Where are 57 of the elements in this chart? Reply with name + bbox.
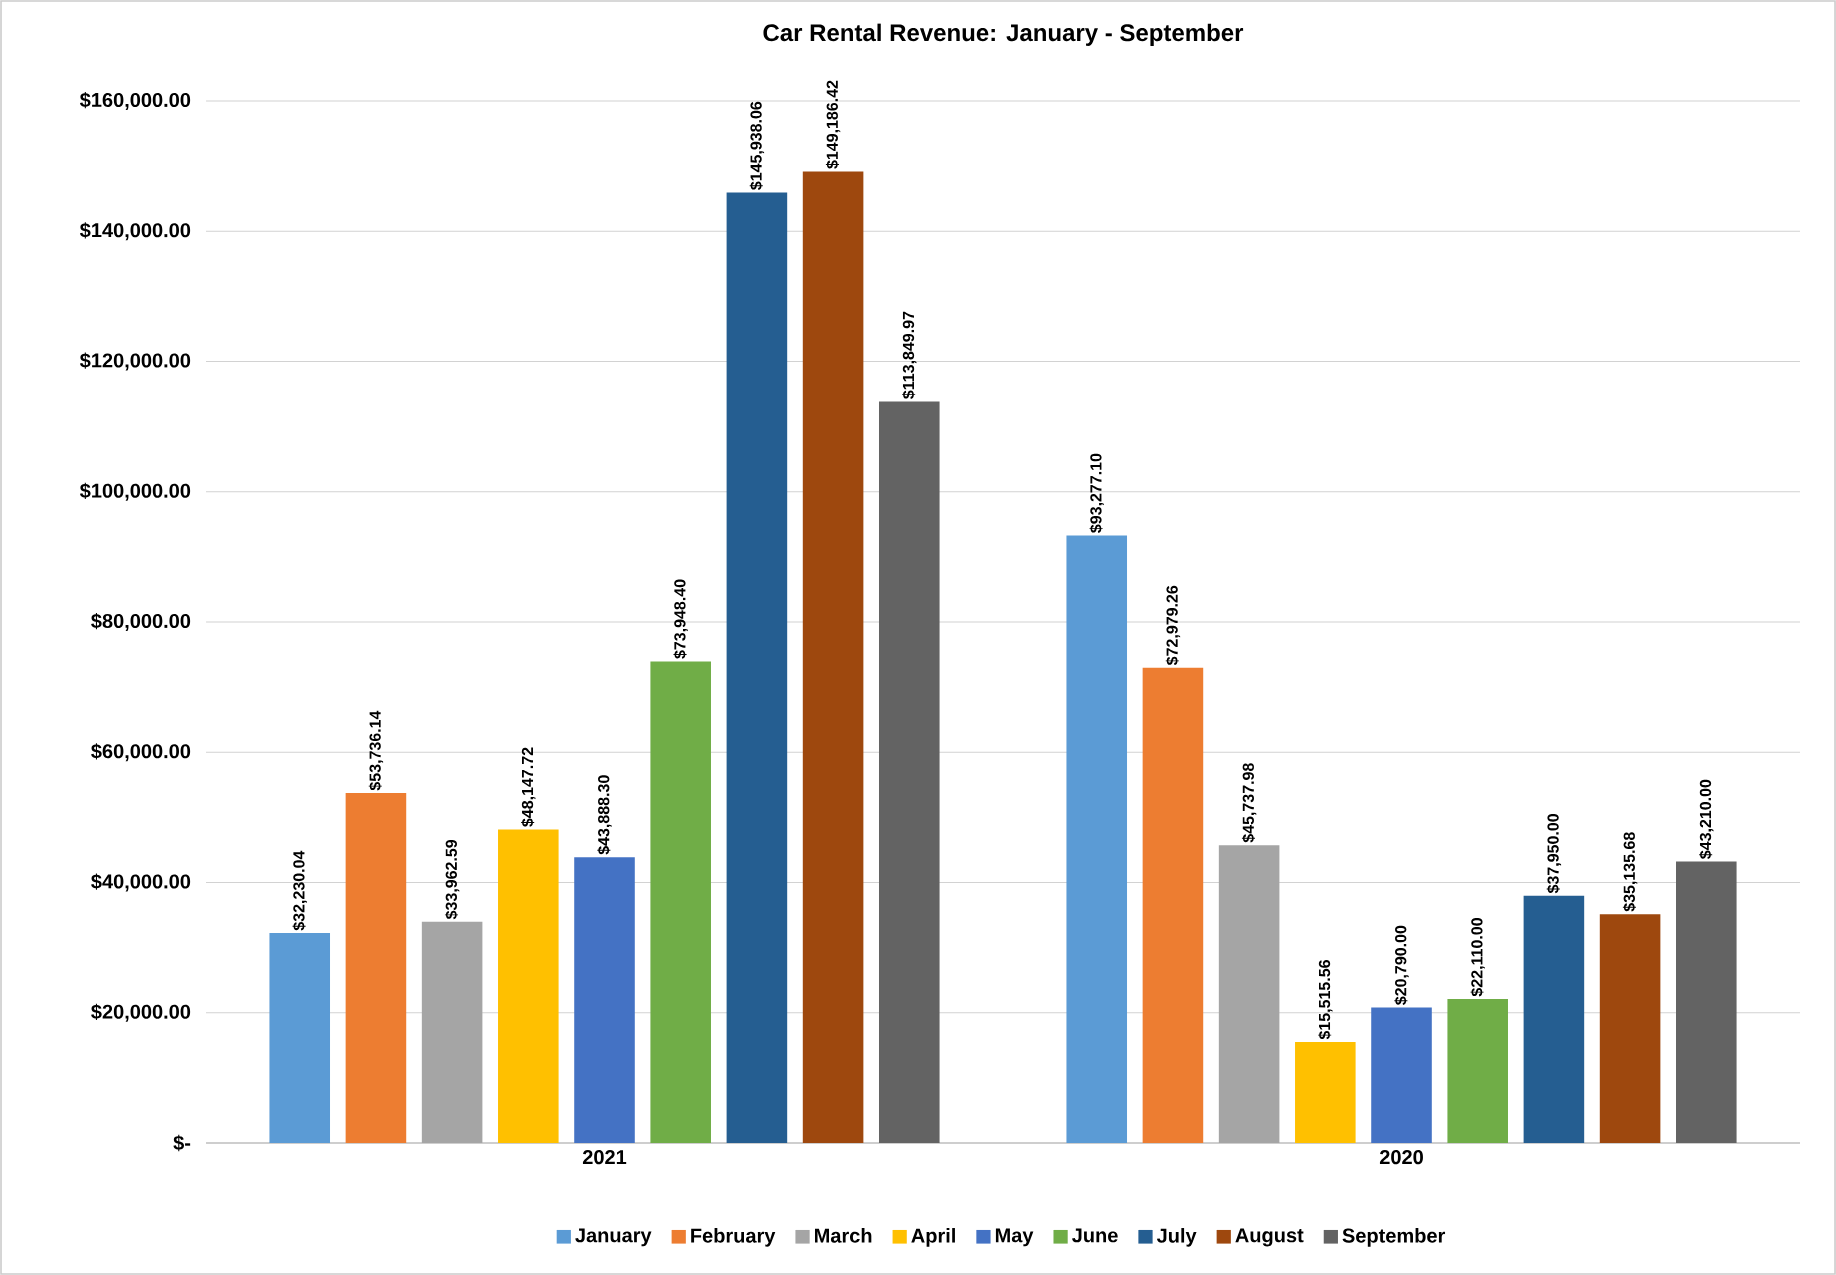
- data-label: $149,186.42: [825, 80, 841, 169]
- bar: [1676, 861, 1737, 1143]
- data-label: $22,110.00: [1470, 918, 1485, 997]
- bar: [1066, 535, 1128, 1143]
- legend-label: June: [1072, 1228, 1118, 1243]
- bar: [1371, 1007, 1432, 1143]
- bar: [1447, 999, 1508, 1143]
- y-tick-label: $60,000.00: [91, 743, 191, 762]
- data-label: $35,135.68: [1622, 832, 1638, 912]
- data-label: $43,888.30: [597, 775, 612, 855]
- bar: [1142, 667, 1204, 1143]
- bar: [726, 192, 788, 1143]
- data-label: $33,962.59: [444, 839, 460, 920]
- data-label: $37,950.00: [1546, 814, 1562, 894]
- y-tick-label: $-: [173, 1134, 191, 1152]
- x-tick-label: 2020: [1379, 1150, 1423, 1165]
- bar: [421, 921, 483, 1143]
- y-tick-label: $160,000.00: [79, 92, 191, 110]
- bar: [269, 933, 331, 1143]
- chart-title: Car Rental Revenue: January - September: [763, 23, 1244, 46]
- y-tick-label: $100,000.00: [79, 482, 191, 501]
- legend-label: January: [575, 1228, 652, 1247]
- data-label: $45,737.98: [1241, 763, 1257, 843]
- data-label: $113,849.97: [902, 311, 917, 399]
- legend-label: September: [1342, 1228, 1446, 1247]
- bar: [1523, 895, 1585, 1143]
- data-label: $53,736.14: [368, 710, 384, 791]
- bar: [498, 829, 559, 1143]
- data-label: $15,515.56: [1318, 960, 1333, 1040]
- y-tick-label: $140,000.00: [79, 222, 191, 241]
- legend-label: July: [1156, 1228, 1197, 1247]
- bar: [879, 401, 940, 1143]
- legend-label: April: [911, 1228, 955, 1247]
- bar: [1218, 845, 1280, 1143]
- bar: [650, 661, 711, 1143]
- bar: [1295, 1041, 1356, 1143]
- data-label: $145,938.06: [749, 101, 765, 190]
- data-label: $43,210.00: [1699, 779, 1714, 859]
- data-label: $73,948.40: [673, 579, 688, 659]
- data-label: $72,979.26: [1165, 585, 1181, 666]
- y-tick-label: $40,000.00: [91, 873, 191, 892]
- x-tick-label: 2021: [582, 1150, 627, 1165]
- y-tick-label: $80,000.00: [91, 613, 191, 631]
- y-tick-label: $120,000.00: [79, 352, 191, 371]
- y-tick-label: $20,000.00: [91, 1003, 191, 1022]
- data-label: $32,230.04: [292, 850, 307, 931]
- legend-label: March: [815, 1228, 872, 1243]
- bar: [574, 857, 635, 1143]
- legend-label: February: [691, 1228, 776, 1247]
- bar: [802, 171, 864, 1143]
- data-label: $48,147.72: [521, 747, 536, 827]
- data-label: $20,790.00: [1394, 925, 1409, 1005]
- legend-label: May: [995, 1228, 1034, 1247]
- bar: [345, 793, 407, 1143]
- legend-label: August: [1235, 1228, 1304, 1247]
- bar: [1599, 914, 1661, 1143]
- data-label: $93,277.10: [1089, 453, 1104, 533]
